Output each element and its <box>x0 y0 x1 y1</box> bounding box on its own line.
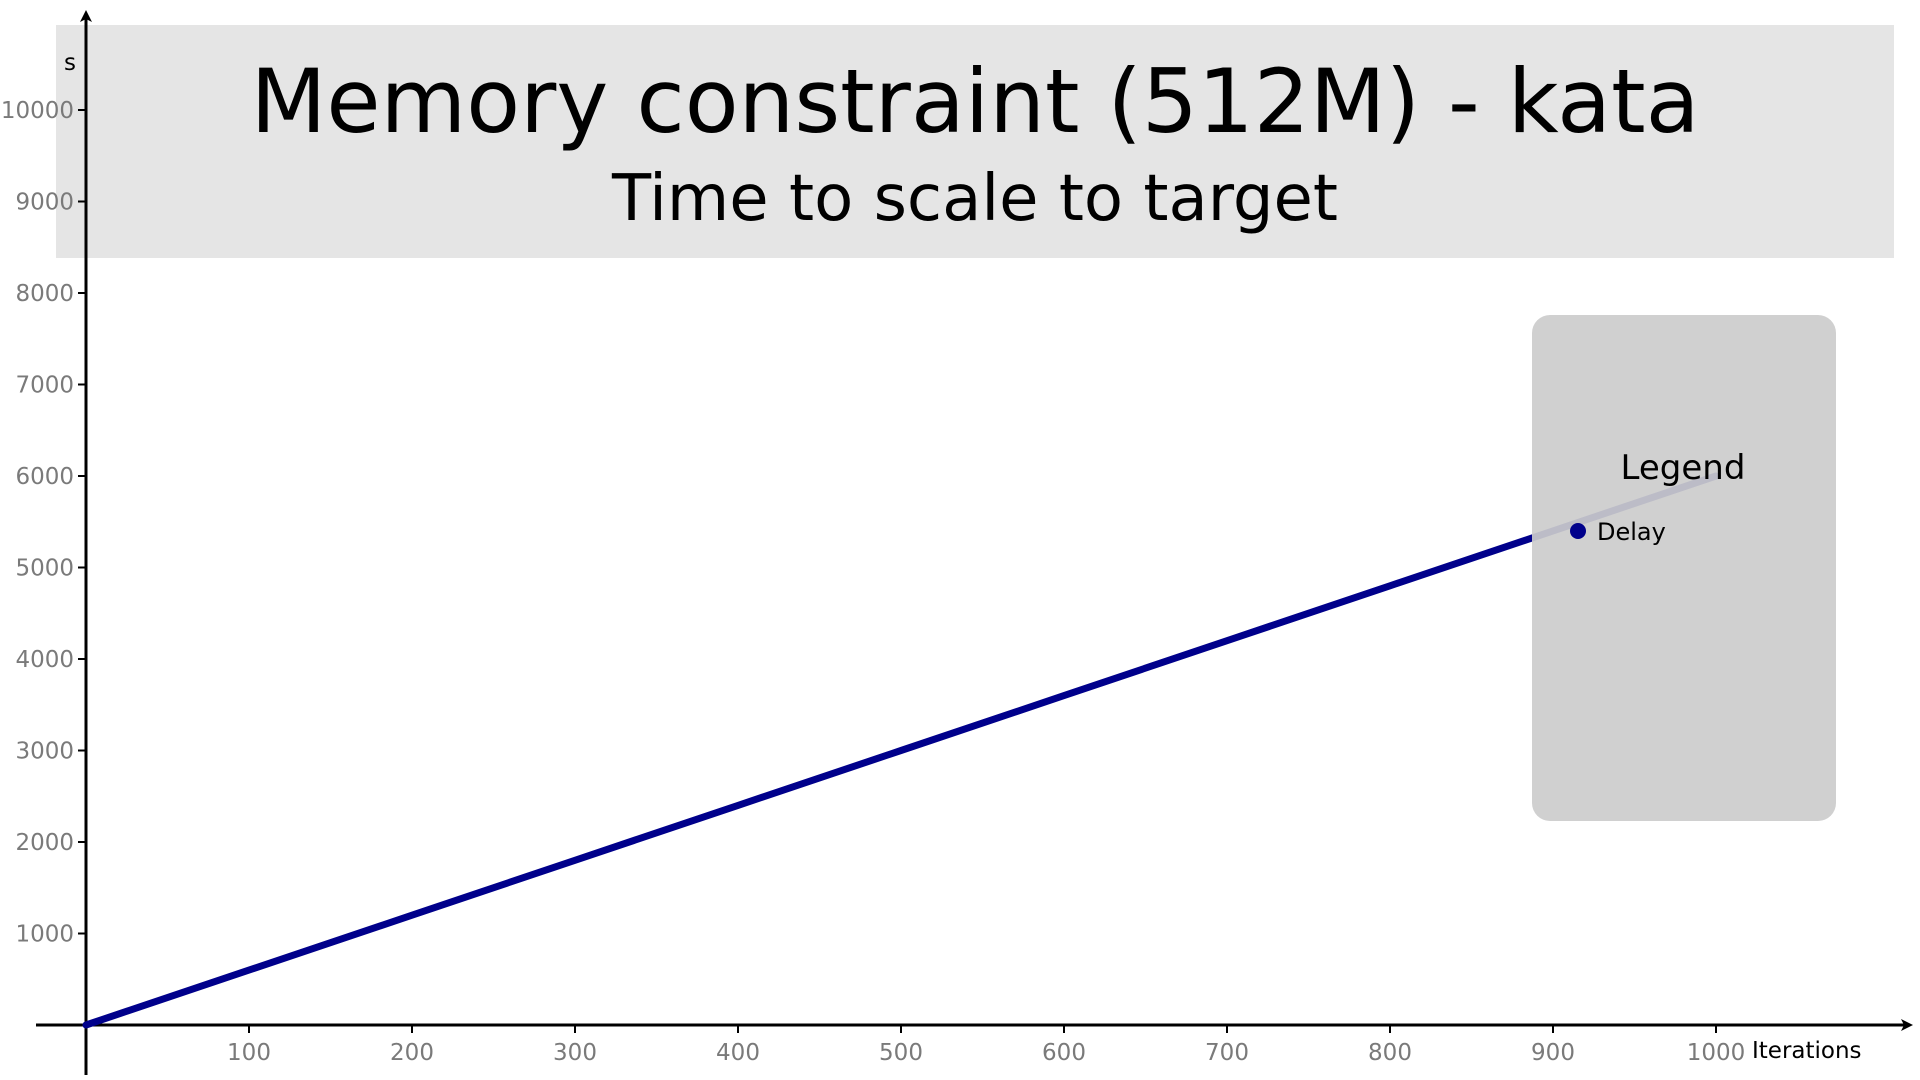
x-tick-label: 800 <box>1368 1040 1412 1066</box>
x-tick-label: 100 <box>227 1040 271 1066</box>
legend: Legend Delay <box>1532 315 1836 821</box>
x-tick-label: 400 <box>716 1040 760 1066</box>
y-tick-label: 7000 <box>15 373 74 399</box>
y-tick-label: 2000 <box>15 830 74 856</box>
legend-box <box>1532 315 1836 821</box>
y-tick-label: 3000 <box>15 739 74 765</box>
y-tick-label: 9000 <box>15 190 74 216</box>
legend-title: Legend <box>1621 448 1746 488</box>
x-tick-label: 300 <box>553 1040 597 1066</box>
y-tick-label: 10000 <box>1 98 74 124</box>
x-tick-label: 500 <box>879 1040 923 1066</box>
legend-label-delay: Delay <box>1597 518 1666 546</box>
x-ticks: 100 200 300 400 500 600 700 800 900 1000 <box>227 1025 1745 1066</box>
series-line-delay <box>82 472 1720 1029</box>
x-tick-label: 900 <box>1531 1040 1575 1066</box>
series-layer <box>82 472 1720 1029</box>
y-tick-label: 5000 <box>15 556 74 582</box>
y-tick-label: 6000 <box>15 464 74 490</box>
chart-title: Memory constraint (512M) - kata <box>250 50 1699 153</box>
chart-subtitle: Time to scale to target <box>611 162 1338 236</box>
y-ticks: 1000 2000 3000 4000 5000 6000 7000 8000 9000 1000… <box>1 98 86 948</box>
y-tick-label: 4000 <box>15 647 74 673</box>
y-axis-title: s <box>64 50 76 76</box>
x-axis-title: Iterations <box>1752 1038 1862 1064</box>
legend-marker-delay <box>1570 523 1586 539</box>
x-tick-label: 1000 <box>1687 1040 1746 1066</box>
y-tick-label: 1000 <box>15 922 74 948</box>
y-tick-label: 8000 <box>15 281 74 307</box>
x-tick-label: 200 <box>390 1040 434 1066</box>
x-tick-label: 700 <box>1205 1040 1249 1066</box>
x-tick-label: 600 <box>1042 1040 1086 1066</box>
title-band <box>56 25 1894 258</box>
